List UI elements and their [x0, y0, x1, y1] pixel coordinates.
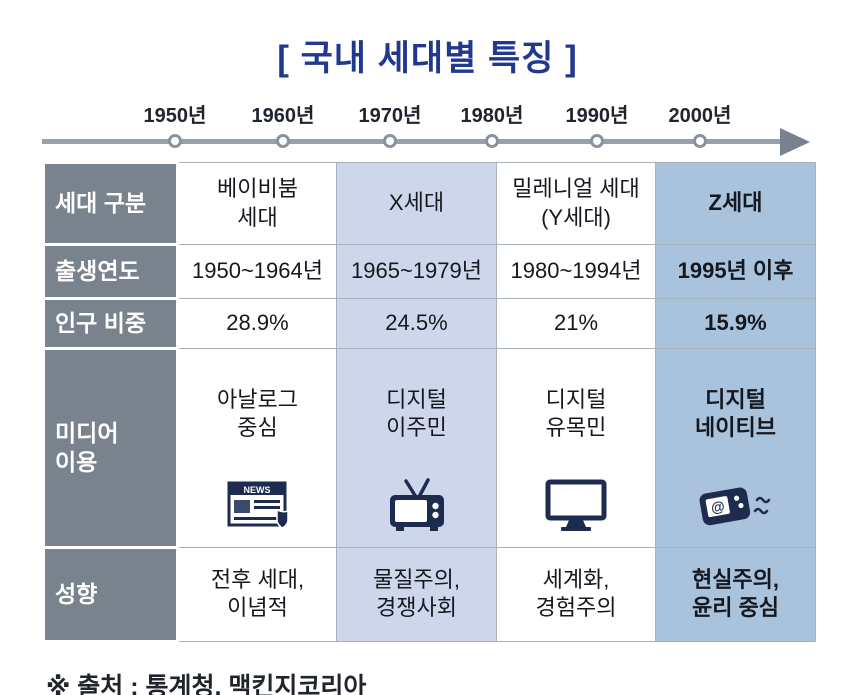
- timeline-dot: [383, 134, 397, 148]
- cell-tendency-millennial: 세계화, 경험주의: [496, 546, 656, 642]
- svg-text:@: @: [709, 498, 725, 516]
- row-header-birth: 출생연도: [42, 243, 179, 300]
- row-header-media: 미디어 이용: [42, 347, 179, 549]
- table-row-population-share: 인구 비중 28.9% 24.5% 21% 15.9%: [42, 297, 816, 350]
- svg-text:NEWS: NEWS: [243, 485, 270, 495]
- table-row-generation: 세대 구분 베이비붐 세대 X세대 밀레니얼 세대 (Y세대) Z세대: [42, 161, 816, 246]
- page-title: [ 국내 세대별 특징 ]: [277, 39, 578, 78]
- cell-birth-z: 1995년 이후: [655, 244, 816, 299]
- cell-media-x: 디지털 이주민: [336, 348, 497, 548]
- media-label: 아날로그 중심: [217, 386, 298, 441]
- pager-icon: @: [693, 477, 779, 535]
- source-note: ※ 출처 : 통계청, 맥킨지코리아: [46, 672, 367, 695]
- timeline-dot: [485, 134, 499, 148]
- cell-share-babyboom: 28.9%: [177, 298, 337, 349]
- monitor-icon: [538, 477, 614, 535]
- media-label: 디지털 유목민: [545, 386, 607, 441]
- row-header-tendency: 성향: [42, 545, 179, 643]
- cell-share-millennial: 21%: [496, 298, 656, 349]
- cell-tendency-x: 물질주의, 경쟁사회: [336, 546, 497, 642]
- cell-birth-babyboom: 1950~1964년: [177, 244, 337, 299]
- timeline-year-1970: 1970년: [358, 105, 422, 127]
- cell-birth-millennial: 1980~1994년: [496, 244, 656, 299]
- cell-birth-x: 1965~1979년: [336, 244, 497, 299]
- cell-media-babyboom: 아날로그 중심 NEWS: [177, 348, 337, 548]
- row-header-generation: 세대 구분: [42, 161, 179, 246]
- timeline-dot: [276, 134, 290, 148]
- timeline: 1950년 1960년 1970년 1980년 1990년 2000년: [42, 97, 814, 157]
- cell-name-millennial: 밀레니얼 세대 (Y세대): [496, 162, 656, 245]
- timeline-year-1990: 1990년: [565, 105, 629, 127]
- cell-name-babyboom: 베이비붐 세대: [177, 162, 337, 245]
- timeline-arrow-icon: [780, 128, 810, 156]
- timeline-year-1960: 1960년: [251, 105, 315, 127]
- timeline-dot: [590, 134, 604, 148]
- timeline-line: [42, 139, 784, 144]
- table-row-media-use: 미디어 이용 아날로그 중심 NEWS: [42, 347, 816, 549]
- cell-name-z: Z세대: [655, 162, 816, 245]
- table-row-tendency: 성향 전후 세대, 이념적 물질주의, 경쟁사회 세계화, 경험주의 현실주의,…: [42, 545, 816, 643]
- row-header-share: 인구 비중: [42, 297, 179, 350]
- cell-tendency-z: 현실주의, 윤리 중심: [655, 546, 816, 642]
- timeline-dot: [168, 134, 182, 148]
- cell-media-millennial: 디지털 유목민: [496, 348, 656, 548]
- cell-share-z: 15.9%: [655, 298, 816, 349]
- media-label: 디지털 네이티브: [695, 386, 776, 441]
- cell-name-x: X세대: [336, 162, 497, 245]
- table-row-birth-years: 출생연도 1950~1964년 1965~1979년 1980~1994년 19…: [42, 243, 816, 300]
- tv-icon: [379, 477, 455, 535]
- newspaper-icon: NEWS: [220, 477, 296, 535]
- generation-table: 세대 구분 베이비붐 세대 X세대 밀레니얼 세대 (Y세대) Z세대 출생연도…: [42, 161, 816, 643]
- timeline-year-1950: 1950년: [143, 105, 207, 127]
- timeline-dot: [693, 134, 707, 148]
- cell-share-x: 24.5%: [336, 298, 497, 349]
- cell-media-z: 디지털 네이티브 @: [655, 348, 816, 548]
- timeline-year-2000: 2000년: [668, 105, 732, 127]
- cell-tendency-babyboom: 전후 세대, 이념적: [177, 546, 337, 642]
- timeline-year-1980: 1980년: [460, 105, 524, 127]
- media-label: 디지털 이주민: [386, 386, 447, 441]
